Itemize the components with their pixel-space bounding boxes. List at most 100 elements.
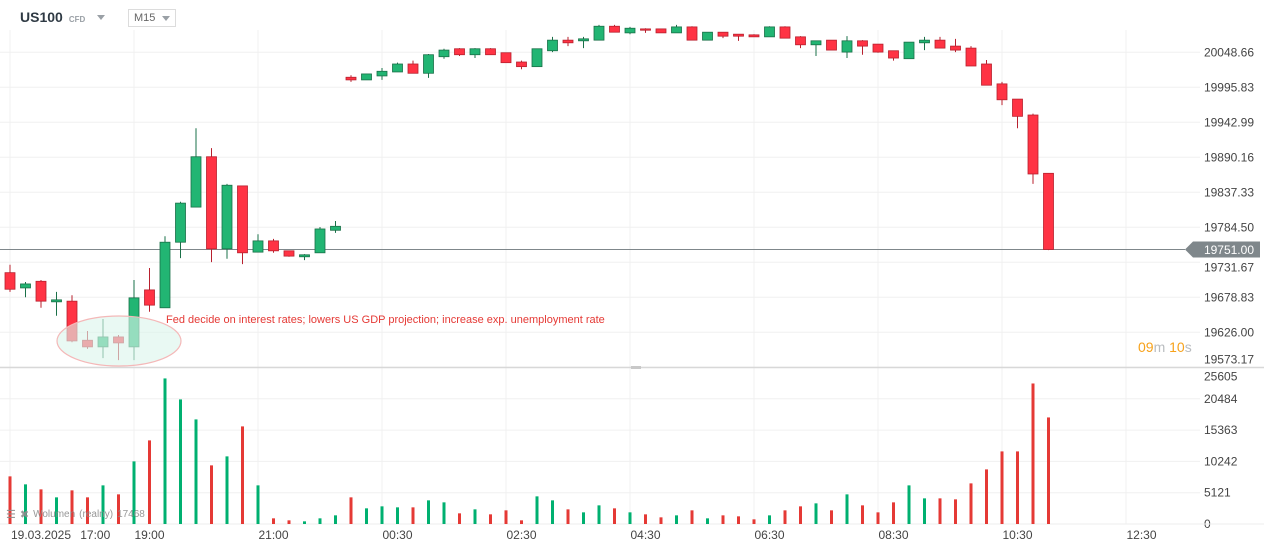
candle-body[interactable]: [206, 156, 217, 250]
candle-body[interactable]: [888, 50, 899, 59]
candle-body[interactable]: [159, 241, 171, 309]
candle-body[interactable]: [903, 41, 915, 60]
candle-body[interactable]: [438, 49, 450, 58]
candle-body[interactable]: [252, 240, 264, 253]
volume-bar: [411, 507, 415, 524]
candle-body[interactable]: [872, 43, 884, 53]
candle-body[interactable]: [950, 45, 961, 51]
volume-bar: [954, 499, 957, 524]
candle-body[interactable]: [640, 28, 651, 31]
candle-body[interactable]: [996, 83, 1008, 101]
countdown-seconds: 10: [1169, 339, 1185, 355]
x-tick-label: 19.03.2025: [11, 528, 71, 542]
candle-body[interactable]: [810, 40, 822, 46]
candle-body[interactable]: [144, 289, 155, 306]
settings-icon[interactable]: ☰: [6, 509, 16, 521]
x-tick-label: 10:30: [1002, 528, 1032, 542]
candle-body[interactable]: [965, 47, 977, 67]
volume-bar: [148, 440, 151, 524]
candle-body[interactable]: [35, 280, 47, 302]
candle-body[interactable]: [454, 48, 465, 56]
y-tick-label: 19942.99: [1204, 115, 1254, 129]
candle-body[interactable]: [733, 33, 744, 37]
candle-body[interactable]: [20, 283, 31, 289]
candle-body[interactable]: [376, 70, 388, 77]
candle-body[interactable]: [500, 52, 512, 64]
event-highlight-ellipse[interactable]: [56, 315, 182, 367]
volume-bar: [768, 515, 771, 524]
volume-mode: (realny): [79, 509, 114, 520]
volume-bar: [442, 502, 446, 524]
volume-bar: [721, 515, 725, 524]
close-icon[interactable]: ✖: [19, 509, 30, 521]
candle-body[interactable]: [516, 61, 527, 68]
volume-bar: [210, 465, 213, 524]
candle-body[interactable]: [237, 185, 248, 254]
candle-body[interactable]: [841, 40, 853, 53]
x-tick-label: 17:00: [80, 528, 110, 542]
candle-body[interactable]: [392, 63, 403, 73]
y-tick-label: 19573.17: [1204, 352, 1254, 366]
candle-body[interactable]: [593, 25, 605, 41]
candle-body[interactable]: [919, 39, 930, 44]
volume-bar: [923, 498, 926, 524]
volume-bar: [489, 514, 492, 524]
candle-body[interactable]: [934, 39, 946, 49]
candle-body[interactable]: [531, 48, 543, 68]
candle-body[interactable]: [175, 202, 186, 243]
candle-body[interactable]: [190, 156, 202, 208]
candle-body[interactable]: [1012, 98, 1023, 117]
candle-body[interactable]: [671, 26, 682, 34]
volume-tick-label: 5121: [1204, 486, 1231, 500]
event-annotation: Fed decide on interest rates; lowers US …: [166, 314, 605, 326]
candle-body[interactable]: [485, 48, 496, 56]
candle-body[interactable]: [51, 299, 62, 303]
volume-bar: [179, 399, 182, 524]
candle-body[interactable]: [1043, 172, 1054, 250]
candle-body[interactable]: [299, 254, 310, 258]
candle-body[interactable]: [857, 40, 868, 47]
symbol-selector[interactable]: US100 CFD: [20, 9, 106, 25]
candle-body[interactable]: [702, 31, 713, 41]
volume-bar: [101, 485, 105, 524]
candle-body[interactable]: [423, 54, 434, 74]
candle-body[interactable]: [624, 27, 636, 34]
candle-body[interactable]: [826, 39, 837, 51]
y-tick-label: 20048.66: [1204, 45, 1254, 59]
candle-body[interactable]: [1027, 114, 1039, 175]
volume-bar: [969, 483, 973, 524]
volume-tick-label: 20484: [1204, 392, 1238, 406]
candle-body[interactable]: [283, 250, 295, 257]
candle-body[interactable]: [4, 272, 16, 290]
candle-body[interactable]: [221, 184, 233, 250]
y-tick-label: 19995.83: [1204, 80, 1254, 94]
candle-body[interactable]: [655, 28, 667, 34]
candle-body[interactable]: [795, 36, 806, 46]
volume-tick-label: 10242: [1204, 454, 1238, 468]
candle-body[interactable]: [314, 228, 326, 254]
candle-body[interactable]: [748, 34, 760, 38]
candle-body[interactable]: [345, 76, 357, 81]
volume-bar: [907, 485, 911, 524]
candle-body[interactable]: [407, 63, 419, 74]
candle-body[interactable]: [469, 48, 481, 56]
volume-bar: [876, 512, 880, 524]
candle-body[interactable]: [779, 26, 791, 39]
candle-body[interactable]: [609, 25, 620, 33]
candle-body[interactable]: [764, 26, 775, 38]
candle-body[interactable]: [268, 240, 279, 252]
candle-body[interactable]: [562, 39, 574, 44]
candle-body[interactable]: [981, 63, 992, 86]
candle-body[interactable]: [578, 38, 589, 42]
x-tick-label: 08:30: [878, 528, 908, 542]
candle-body[interactable]: [686, 26, 698, 41]
candle-body[interactable]: [330, 225, 341, 231]
timeframe-selector[interactable]: M15: [128, 9, 177, 27]
last-price-tag: [1185, 241, 1260, 258]
candle-body[interactable]: [361, 73, 372, 81]
candle-body[interactable]: [547, 39, 558, 52]
panel-resize-handle[interactable]: [631, 366, 641, 369]
chevron-down-icon[interactable]: [97, 15, 106, 20]
candle-body[interactable]: [717, 31, 729, 37]
